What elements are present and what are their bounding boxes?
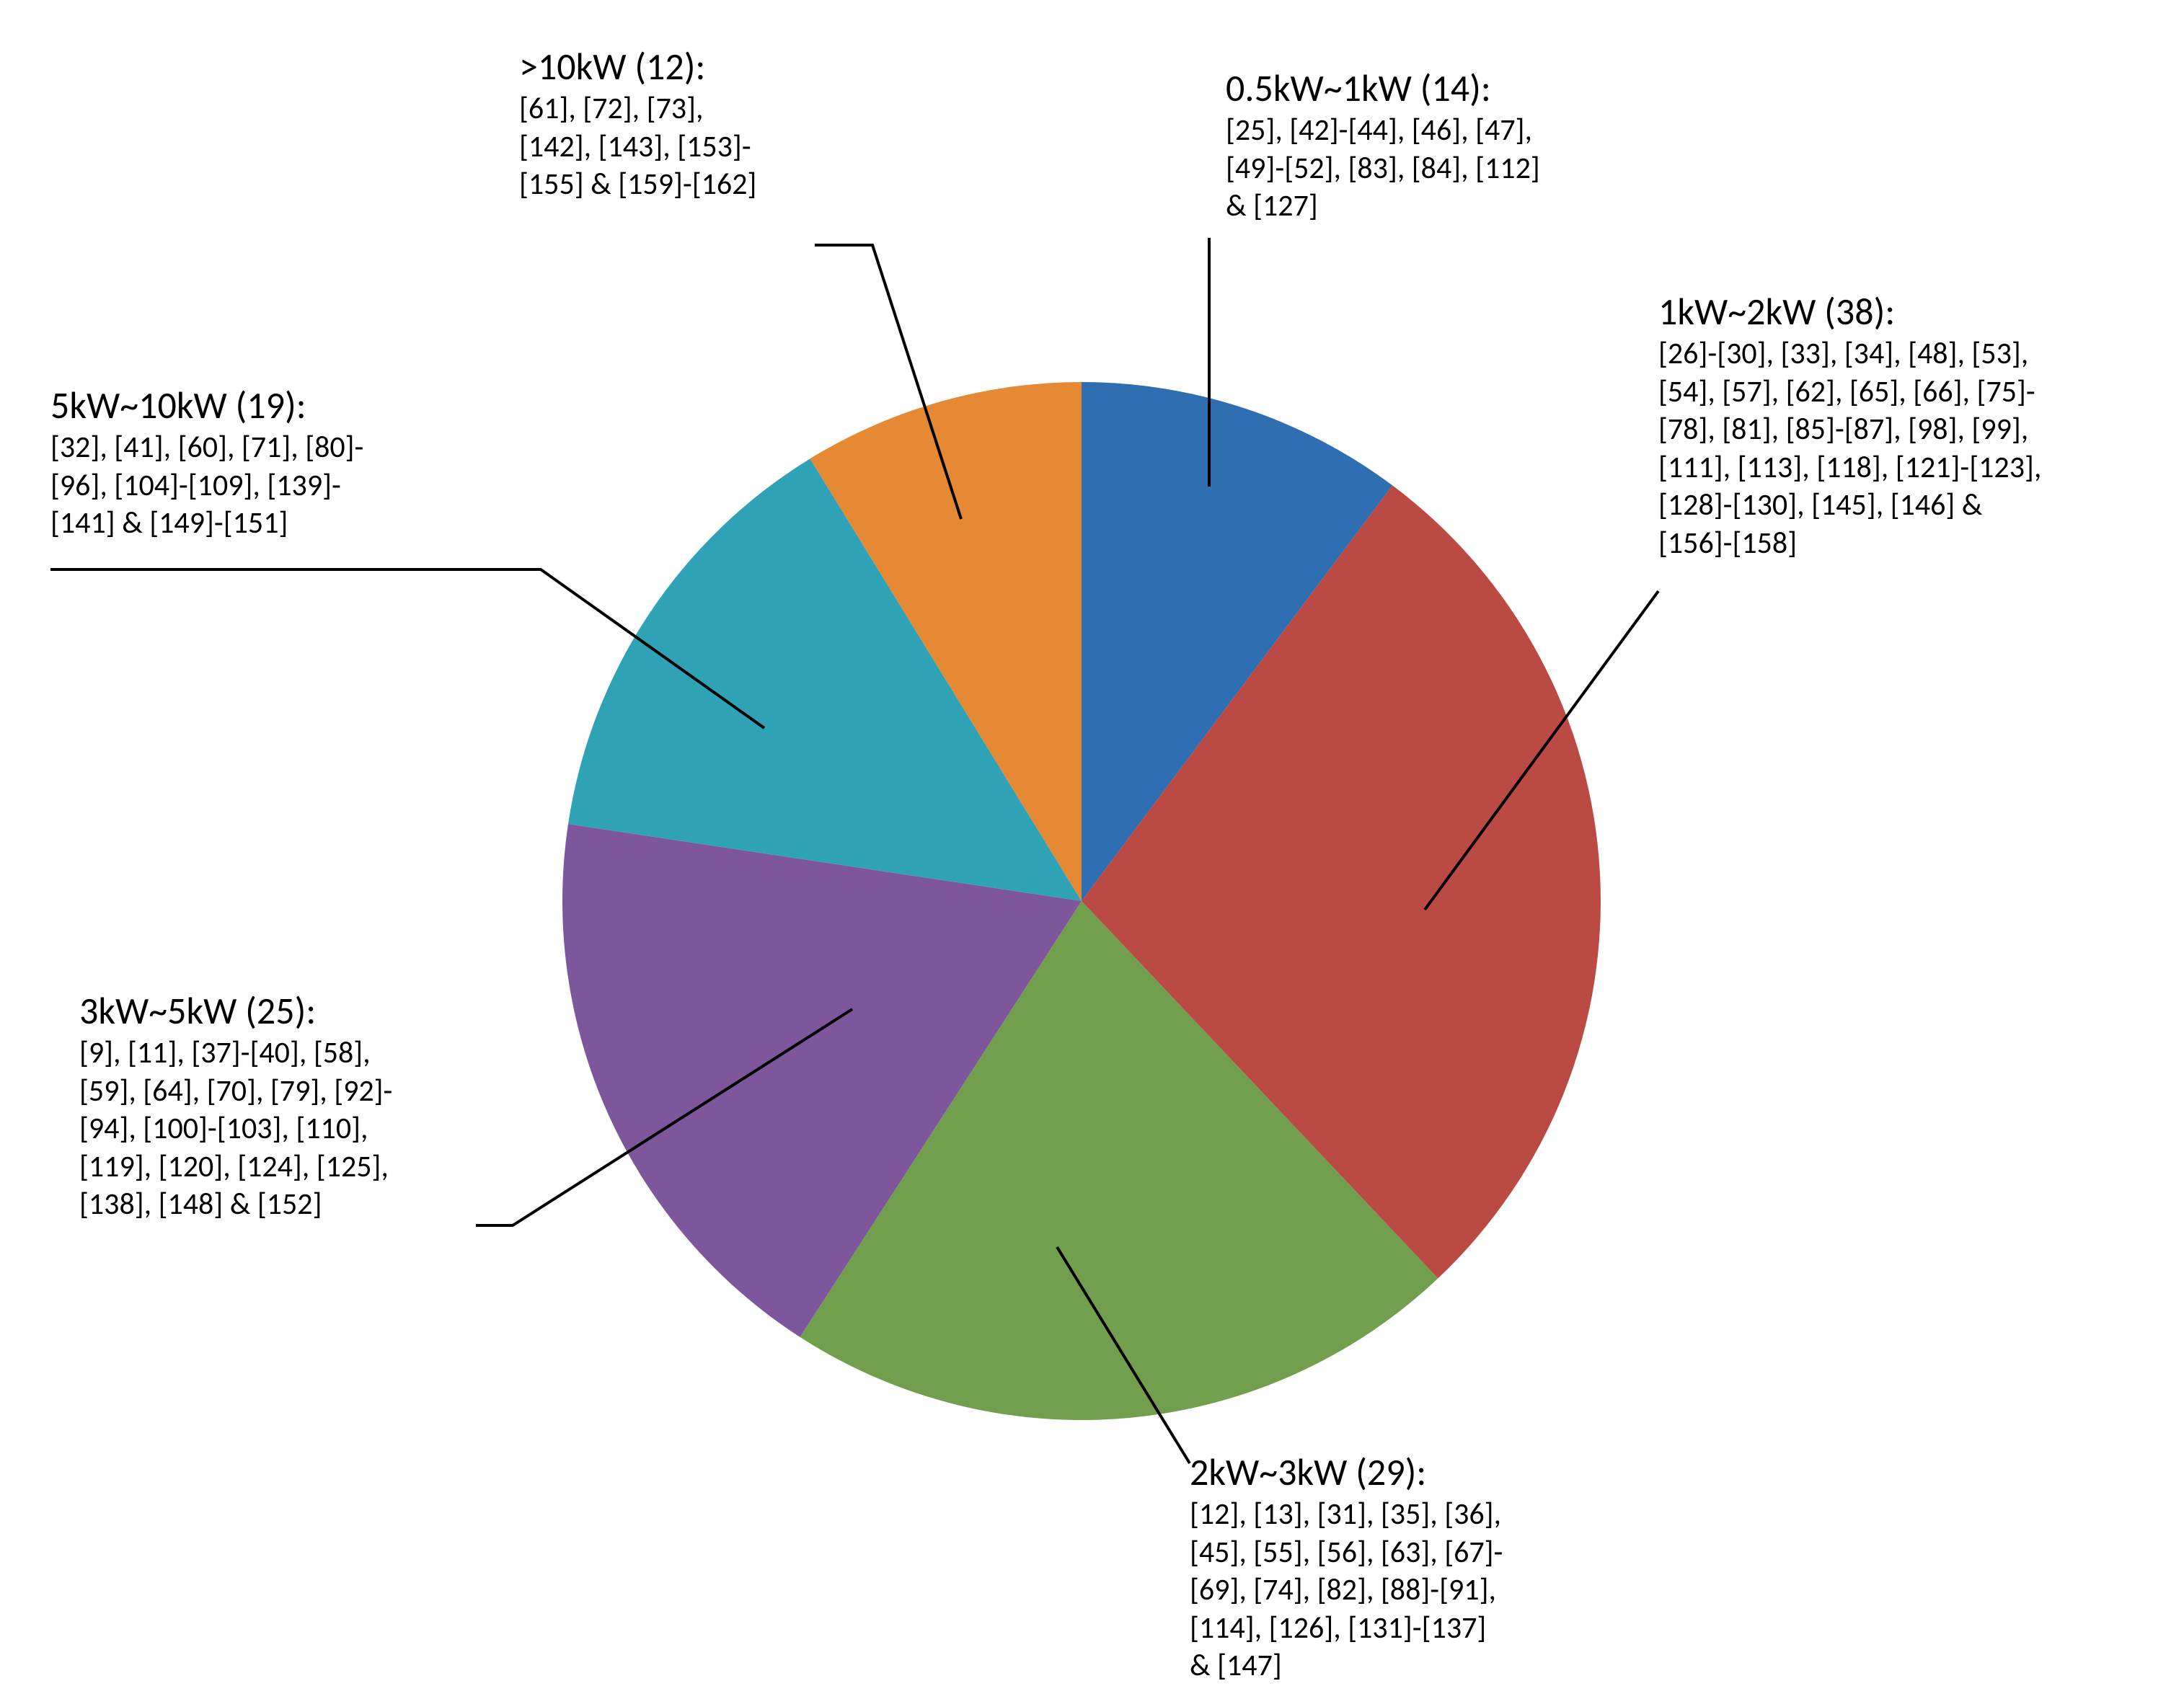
- slice-label-detail: [12], [13], [31], [35], [36], [45], [55]…: [1190, 1496, 1503, 1685]
- slice-label: 1kW~2kW (38):[26]-[30], [33], [34], [48]…: [1658, 288, 2041, 562]
- slice-label-detail: [9], [11], [37]-[40], [58], [59], [64], …: [79, 1034, 392, 1224]
- slice-label-title: >10kW (12):: [519, 43, 756, 90]
- slice-label-detail: [26]-[30], [33], [34], [48], [53], [54],…: [1658, 335, 2041, 562]
- slice-label: 5kW~10kW (19):[32], [41], [60], [71], [8…: [50, 382, 363, 543]
- slice-label-title: 2kW~3kW (29):: [1190, 1449, 1503, 1496]
- slice-label: 0.5kW~1kW (14):[25], [42]-[44], [46], [4…: [1226, 65, 1540, 226]
- slice-label-detail: [25], [42]-[44], [46], [47], [49]-[52], …: [1226, 112, 1540, 226]
- slice-label-title: 5kW~10kW (19):: [50, 382, 363, 429]
- slice-label-detail: [61], [72], [73], [142], [143], [153]- […: [519, 90, 756, 204]
- slice-label: 3kW~5kW (25):[9], [11], [37]-[40], [58],…: [79, 988, 392, 1224]
- pie-chart-container: 0.5kW~1kW (14):[25], [42]-[44], [46], [4…: [0, 0, 2184, 1699]
- pie-chart-svg: [0, 0, 2184, 1699]
- slice-label-detail: [32], [41], [60], [71], [80]- [96], [104…: [50, 429, 363, 543]
- slice-label: >10kW (12):[61], [72], [73], [142], [143…: [519, 43, 756, 204]
- slice-label-title: 3kW~5kW (25):: [79, 988, 392, 1034]
- slice-label-title: 1kW~2kW (38):: [1658, 288, 2041, 335]
- slice-label-title: 0.5kW~1kW (14):: [1226, 65, 1540, 112]
- slice-label: 2kW~3kW (29):[12], [13], [31], [35], [36…: [1190, 1449, 1503, 1685]
